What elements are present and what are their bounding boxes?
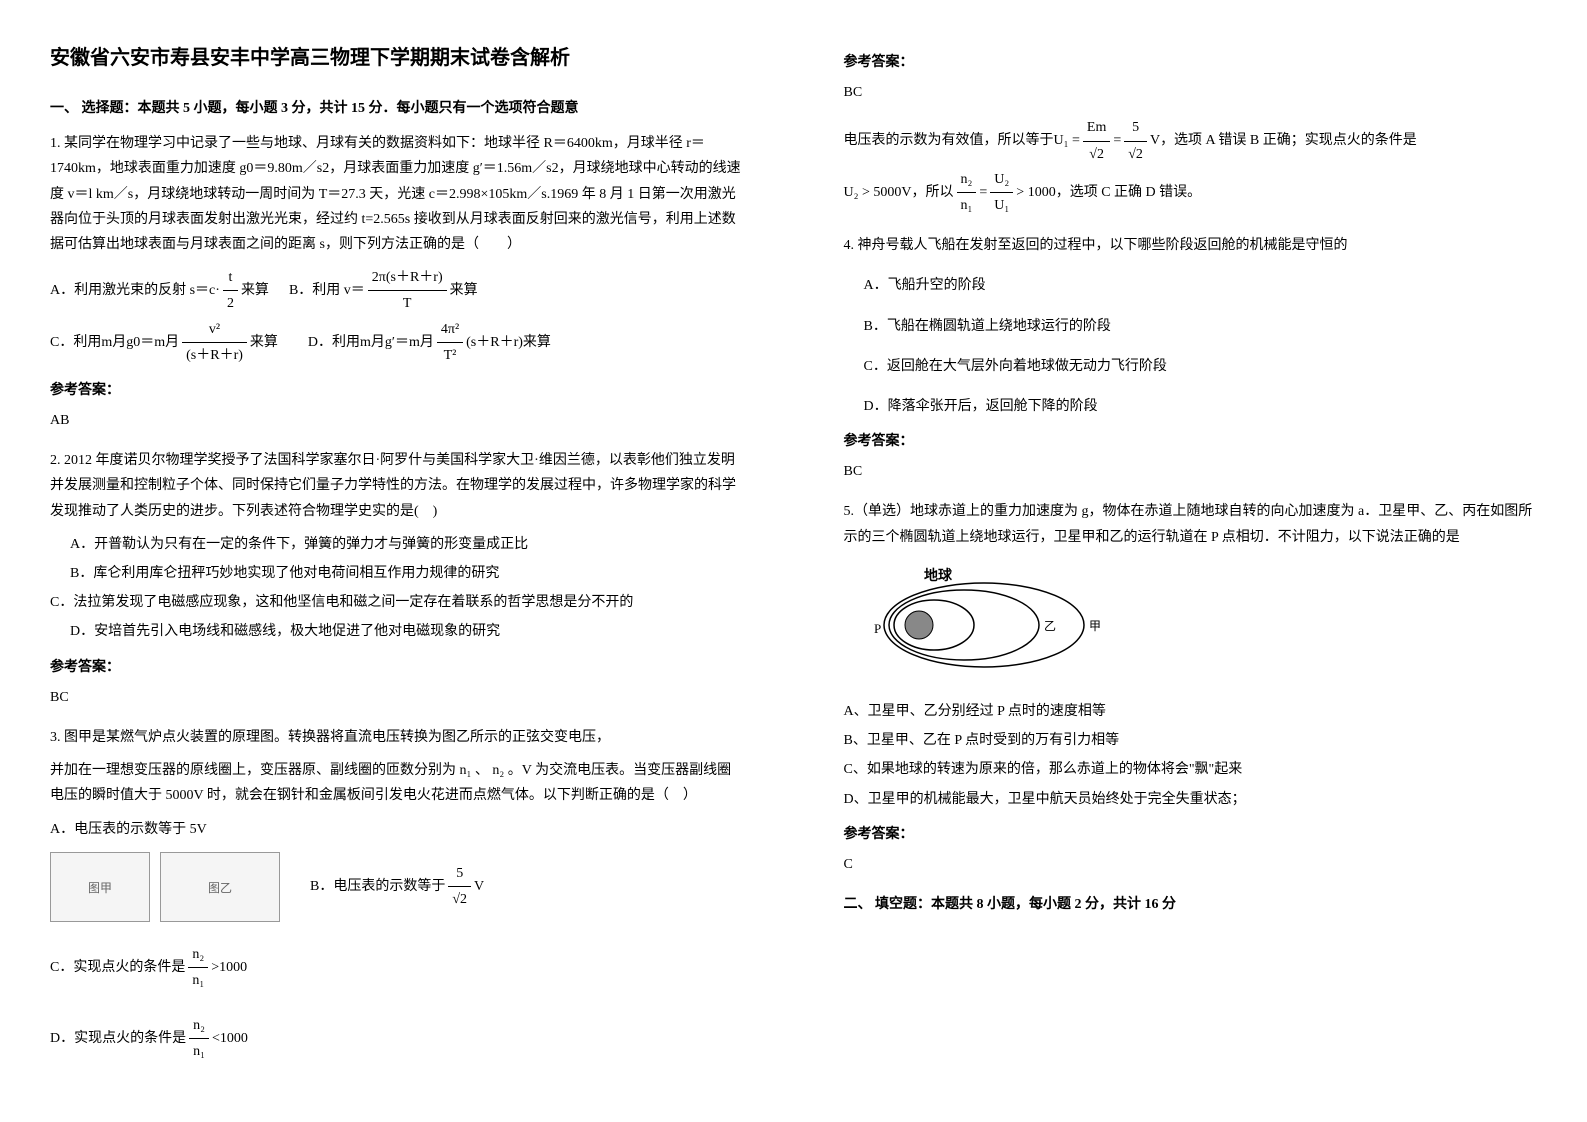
q3-explain-line1: 电压表的示数为有效值，所以等于 U₁ = Em √2 = 5 √2 V ，选项 … — [844, 115, 1538, 166]
q1-optD-post: (s＋R＋r)来算 — [466, 330, 551, 355]
q2-optD: D．安培首先引入电场线和磁感线，极大地促进了他对电磁现象的研究 — [50, 619, 744, 644]
q5-orbit-diagram: 地球 P 乙 甲 — [844, 565, 1104, 675]
q1-optB-frac: 2π(s＋R＋r) T — [368, 265, 447, 316]
q2-optB: B．库仑利用库仑扭秤巧妙地实现了他对电荷间相互作用力规律的研究 — [50, 561, 744, 586]
q3-optC-frac: n₂ n₁ — [188, 942, 208, 993]
q3-text2: 并加在一理想变压器的原线圈上，变压器原、副线圈的匝数分别为 n₁ 、 n₂ 。V… — [50, 758, 744, 808]
page-title: 安徽省六安市寿县安丰中学高三物理下学期期末试卷含解析 — [50, 40, 744, 76]
q2-text: 2. 2012 年度诺贝尔物理学奖授予了法国科学家塞尔日·阿罗什与美国科学家大卫… — [50, 448, 744, 524]
q2-optC: C．法拉第发现了电磁感应现象，这和他坚信电和磁之间一定存在着联系的哲学思想是分不… — [50, 590, 744, 615]
q1-optD-frac: 4π² T² — [437, 317, 463, 368]
question-4: 4. 神舟号载人飞船在发射至返回的过程中，以下哪些阶段返回舱的机械能是守恒的 A… — [844, 233, 1538, 484]
q3-text1: 3. 图甲是某燃气炉点火装置的原理图。转换器将直流电压转换为图乙所示的正弦交变电… — [50, 725, 744, 750]
q2-answer: BC — [50, 685, 744, 710]
q4-answer-label: 参考答案： — [844, 429, 1538, 454]
svg-text:甲: 甲 — [1089, 619, 1101, 633]
q1-text: 1. 某同学在物理学习中记录了一些与地球、月球有关的数据资料如下：地球半径 R＝… — [50, 131, 744, 257]
question-5: 5.（单选）地球赤道上的重力加速度为 g，物体在赤道上随地球自转的向心加速度为 … — [844, 499, 1538, 877]
q1-optD-mid: g′＝ — [385, 330, 409, 355]
q3-figure-row: 图甲 图乙 B．电压表的示数等于 5 √2 V — [50, 852, 744, 922]
question-1: 1. 某同学在物理学习中记录了一些与地球、月球有关的数据资料如下：地球半径 R＝… — [50, 131, 744, 433]
q3-optC-post: >1000 — [211, 955, 247, 980]
q1-answer-label: 参考答案： — [50, 378, 744, 403]
q3-answer: BC — [844, 80, 1538, 105]
q3-answer-label: 参考答案： — [844, 50, 1538, 75]
q5-optB: B、卫星甲、乙在 P 点时受到的万有引力相等 — [844, 728, 1538, 753]
q3-figure-jia: 图甲 — [50, 852, 150, 922]
q3-optD-post: <1000 — [212, 1026, 248, 1051]
section2-header: 二、 填空题：本题共 8 小题，每小题 2 分，共计 16 分 — [844, 892, 1538, 917]
q4-optA: A．飞船升空的阶段 — [844, 273, 1538, 298]
q5-optC: C、如果地球的转速为原来的倍，那么赤道上的物体将会"飘"起来 — [844, 757, 1538, 782]
q4-optD: D．降落伞张开后，返回舱下降的阶段 — [844, 394, 1538, 419]
q5-figure: 地球 P 乙 甲 — [844, 565, 1538, 684]
svg-text:P: P — [874, 621, 881, 636]
q1-optA-pre: A．利用激光束的反射 s＝c· — [50, 278, 220, 303]
q3-optA: A．电压表的示数等于 5V — [50, 817, 744, 842]
svg-text:地球: 地球 — [924, 567, 953, 584]
q3-optC: C．实现点火的条件是 n₂ n₁ >1000 — [50, 942, 744, 993]
q1-m-moon-3: m月 — [360, 330, 385, 355]
q4-optC: C．返回舱在大气层外向着地球做无动力飞行阶段 — [844, 354, 1538, 379]
q1-options-row2: C．利用 m月 g0＝ m月 v² (s＋R＋r) 来算 D．利用 m月 g′＝… — [50, 317, 744, 368]
q5-optD: D、卫星甲的机械能最大，卫星中航天员始终处于完全失重状态； — [844, 787, 1538, 812]
q5-text: 5.（单选）地球赤道上的重力加速度为 g，物体在赤道上随地球自转的向心加速度为 … — [844, 499, 1538, 549]
q1-optC-mid: g0＝ — [126, 330, 154, 355]
q1-options-row1: A．利用激光束的反射 s＝c· t 2 来算 B．利用 v＝ 2π(s＋R＋r)… — [50, 265, 744, 316]
q1-optB-post: 来算 — [450, 278, 478, 303]
q3-optD-frac: n₂ n₁ — [189, 1013, 209, 1064]
q3-optC-pre: C．实现点火的条件是 — [50, 955, 185, 980]
left-column: 安徽省六安市寿县安丰中学高三物理下学期期末试卷含解析 一、 选择题：本题共 5 … — [0, 0, 794, 1122]
q3-optB-frac: 5 √2 — [448, 861, 471, 912]
question-2: 2. 2012 年度诺贝尔物理学奖授予了法国科学家塞尔日·阿罗什与美国科学家大卫… — [50, 448, 744, 710]
q3-explain-line2: U₂ > 5000V ，所以 n₂ n₁ = U₂ U₁ > 1000 ，选项 … — [844, 167, 1538, 218]
q3-optB-post: V — [474, 874, 484, 899]
q3-optD-pre: D．实现点火的条件是 — [50, 1026, 186, 1051]
q1-answer: AB — [50, 408, 744, 433]
section1-header: 一、 选择题：本题共 5 小题，每小题 3 分，共计 15 分．每小题只有一个选… — [50, 96, 744, 121]
q5-answer: C — [844, 852, 1538, 877]
q5-optA: A、卫星甲、乙分别经过 P 点时的速度相等 — [844, 699, 1538, 724]
q1-optC-post: 来算 — [250, 330, 278, 355]
q1-optB-pre: B．利用 v＝ — [289, 278, 365, 303]
q2-optA: A．开普勒认为只有在一定的条件下，弹簧的弹力才与弹簧的形变量成正比 — [50, 532, 744, 557]
q5-answer-label: 参考答案： — [844, 822, 1538, 847]
right-column: 参考答案： BC 电压表的示数为有效值，所以等于 U₁ = Em √2 = 5 … — [794, 0, 1587, 1122]
svg-text:乙: 乙 — [1044, 619, 1056, 633]
q3-optD: D．实现点火的条件是 n₂ n₁ <1000 — [50, 1013, 744, 1064]
q1-m-moon-4: m月 — [409, 330, 434, 355]
q4-optB: B．飞船在椭圆轨道上绕地球运行的阶段 — [844, 314, 1538, 339]
q1-optC-pre: C．利用 — [50, 330, 101, 355]
q1-optA-post: 来算 — [241, 278, 269, 303]
q1-m-moon-1: m月 — [101, 330, 126, 355]
q1-optC-frac: v² (s＋R＋r) — [182, 317, 247, 368]
q3-optB-pre: B．电压表的示数等于 — [310, 874, 445, 899]
q1-optD-pre: D．利用 — [308, 330, 360, 355]
question-3: 3. 图甲是某燃气炉点火装置的原理图。转换器将直流电压转换为图乙所示的正弦交变电… — [50, 725, 744, 1065]
q1-m-moon-2: m月 — [154, 330, 179, 355]
q4-answer: BC — [844, 459, 1538, 484]
q4-text: 4. 神舟号载人飞船在发射至返回的过程中，以下哪些阶段返回舱的机械能是守恒的 — [844, 233, 1538, 258]
q1-optA-frac: t 2 — [223, 265, 238, 316]
q2-answer-label: 参考答案： — [50, 655, 744, 680]
q3-figure-yi: 图乙 — [160, 852, 280, 922]
